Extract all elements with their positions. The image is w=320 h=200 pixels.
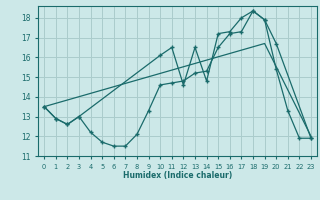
X-axis label: Humidex (Indice chaleur): Humidex (Indice chaleur)	[123, 171, 232, 180]
